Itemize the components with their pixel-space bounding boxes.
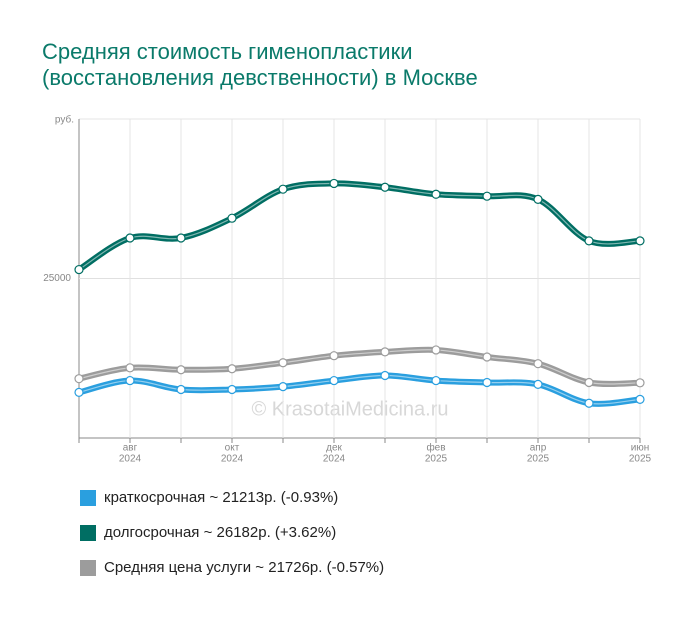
data-point <box>584 377 594 388</box>
x-tick-label: окт <box>225 443 240 454</box>
data-point <box>227 213 237 223</box>
data-point <box>482 377 492 388</box>
data-point <box>278 382 288 392</box>
data-point <box>125 363 135 373</box>
data-point <box>278 184 288 194</box>
data-point <box>74 374 84 384</box>
watermark: © KrasotaiMedicina.ru <box>251 398 448 420</box>
x-tick-label: 2025 <box>527 454 550 465</box>
data-point <box>176 384 186 395</box>
series-line-highlight <box>78 182 641 271</box>
y-axis-label: руб. <box>55 114 74 126</box>
x-tick-label: 2025 <box>629 454 652 465</box>
data-point <box>74 264 84 275</box>
data-point <box>176 365 186 375</box>
data-point <box>278 358 288 368</box>
data-point <box>635 236 645 246</box>
x-tick-label: апр <box>530 443 547 454</box>
legend-label: краткосрочная ~ 21213р. (-0.93%) <box>104 489 338 506</box>
data-point <box>329 375 339 386</box>
legend-swatch <box>80 490 96 506</box>
data-point <box>380 182 390 192</box>
x-tick-label: авг <box>123 443 138 454</box>
data-point <box>431 189 441 199</box>
data-point <box>227 364 237 374</box>
data-point <box>125 375 135 386</box>
data-point <box>125 233 135 243</box>
x-tick-label: июн <box>631 443 650 454</box>
data-point <box>584 398 594 408</box>
data-point <box>380 347 390 357</box>
data-point <box>431 345 441 355</box>
data-point <box>533 194 543 204</box>
data-point <box>74 387 84 397</box>
legend-swatch <box>80 525 96 541</box>
x-tick-label: дек <box>326 443 342 454</box>
x-tick-label: фев <box>426 442 445 454</box>
data-point <box>635 378 645 388</box>
data-point <box>584 236 594 246</box>
data-point <box>380 370 390 381</box>
data-point <box>635 394 645 405</box>
series-line <box>77 180 641 273</box>
x-tick-label: 2024 <box>323 454 346 465</box>
x-tick-label: 2025 <box>425 454 448 465</box>
legend-swatch <box>80 560 96 576</box>
data-point <box>176 233 186 243</box>
data-point <box>482 191 492 201</box>
data-point <box>431 375 441 386</box>
legend-label: долгосрочная ~ 26182р. (+3.62%) <box>104 524 336 541</box>
legend-label: Средняя цена услуги ~ 21726р. (-0.57%) <box>104 559 384 576</box>
y-tick-label: 25000 <box>43 273 71 284</box>
x-tick-label: 2024 <box>119 454 142 465</box>
data-point <box>329 178 339 189</box>
data-point <box>329 351 339 361</box>
x-tick-label: 2024 <box>221 454 244 465</box>
data-point <box>482 352 492 362</box>
data-point <box>533 379 543 390</box>
chart-title: (восстановления девственности) в Москве <box>42 65 478 90</box>
data-point <box>533 359 543 369</box>
data-point <box>227 384 237 395</box>
chart-title: Средняя стоимость гименопластики <box>42 39 413 64</box>
